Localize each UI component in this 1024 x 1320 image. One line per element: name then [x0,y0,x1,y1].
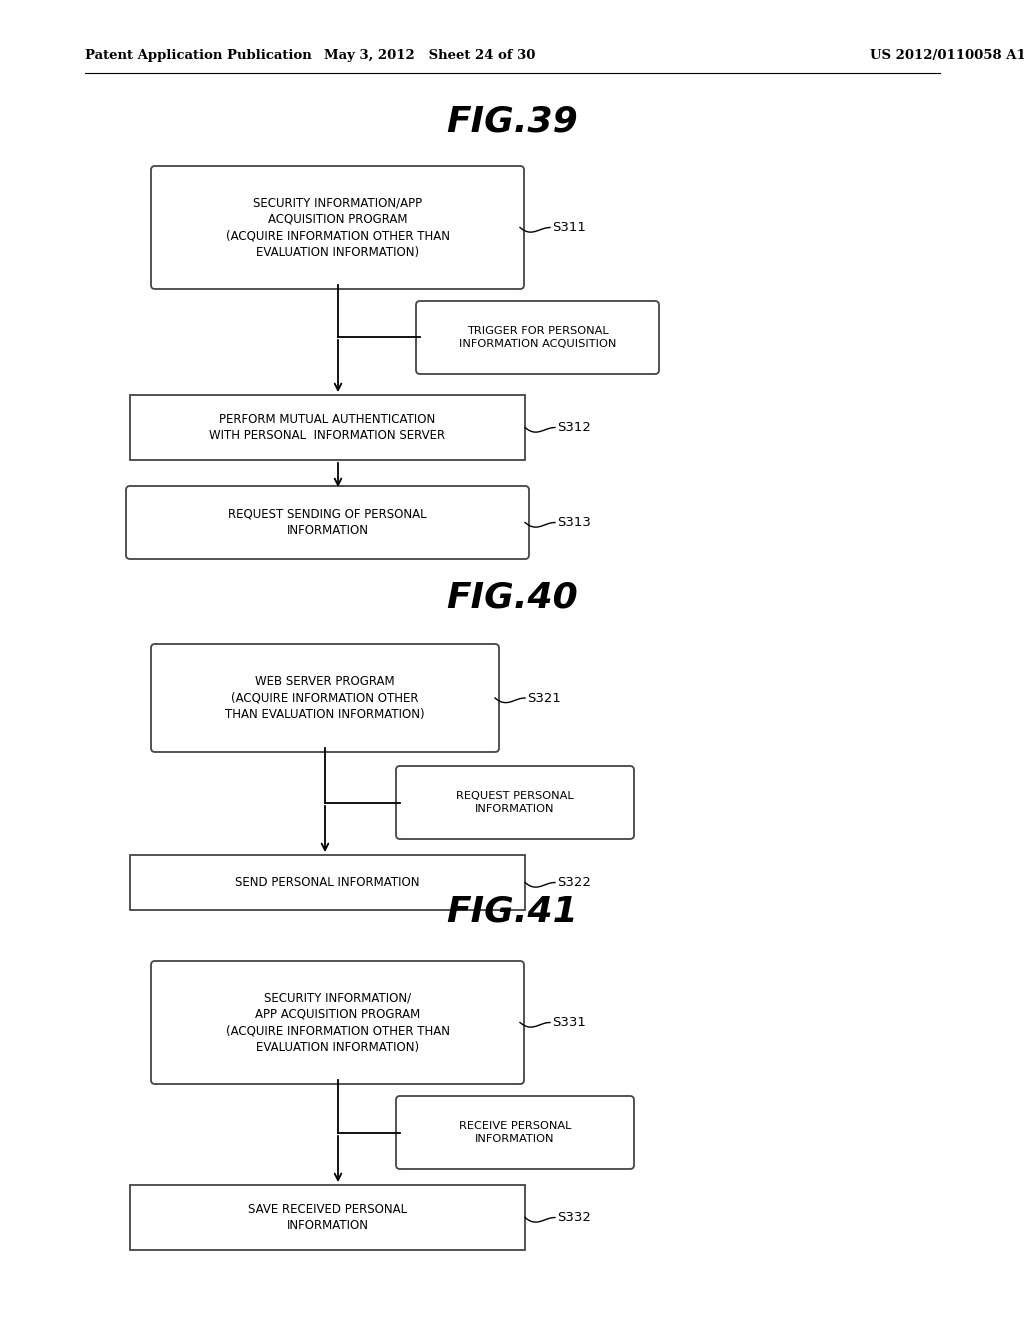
Text: FIG.39: FIG.39 [446,106,578,139]
Text: S322: S322 [557,876,591,888]
Text: Patent Application Publication: Patent Application Publication [85,49,311,62]
Text: S313: S313 [557,516,591,529]
FancyBboxPatch shape [151,644,499,752]
Text: S331: S331 [552,1016,586,1030]
Text: SECURITY INFORMATION/APP
ACQUISITION PROGRAM
(ACQUIRE INFORMATION OTHER THAN
EVA: SECURITY INFORMATION/APP ACQUISITION PRO… [225,197,450,259]
FancyBboxPatch shape [130,855,525,909]
FancyBboxPatch shape [126,486,529,558]
Text: US 2012/0110058 A1: US 2012/0110058 A1 [870,49,1024,62]
Text: S321: S321 [527,692,561,705]
FancyBboxPatch shape [151,961,524,1084]
FancyBboxPatch shape [396,766,634,840]
Text: FIG.41: FIG.41 [446,895,578,929]
Text: FIG.40: FIG.40 [446,579,578,614]
FancyBboxPatch shape [151,166,524,289]
Text: REQUEST SENDING OF PERSONAL
INFORMATION: REQUEST SENDING OF PERSONAL INFORMATION [228,508,427,537]
Text: WEB SERVER PROGRAM
(ACQUIRE INFORMATION OTHER
THAN EVALUATION INFORMATION): WEB SERVER PROGRAM (ACQUIRE INFORMATION … [225,675,425,721]
Text: PERFORM MUTUAL AUTHENTICATION
WITH PERSONAL  INFORMATION SERVER: PERFORM MUTUAL AUTHENTICATION WITH PERSO… [210,413,445,442]
FancyBboxPatch shape [130,395,525,459]
FancyBboxPatch shape [416,301,659,374]
FancyBboxPatch shape [396,1096,634,1170]
Text: REQUEST PERSONAL
INFORMATION: REQUEST PERSONAL INFORMATION [456,791,573,814]
Text: SAVE RECEIVED PERSONAL
INFORMATION: SAVE RECEIVED PERSONAL INFORMATION [248,1203,408,1233]
Text: TRIGGER FOR PERSONAL
INFORMATION ACQUISITION: TRIGGER FOR PERSONAL INFORMATION ACQUISI… [459,326,616,348]
Text: May 3, 2012   Sheet 24 of 30: May 3, 2012 Sheet 24 of 30 [325,49,536,62]
Text: S332: S332 [557,1210,591,1224]
Text: S311: S311 [552,220,586,234]
Text: RECEIVE PERSONAL
INFORMATION: RECEIVE PERSONAL INFORMATION [459,1121,571,1144]
Text: S312: S312 [557,421,591,434]
Text: SEND PERSONAL INFORMATION: SEND PERSONAL INFORMATION [236,876,420,888]
Text: SECURITY INFORMATION/
APP ACQUISITION PROGRAM
(ACQUIRE INFORMATION OTHER THAN
EV: SECURITY INFORMATION/ APP ACQUISITION PR… [225,991,450,1053]
FancyBboxPatch shape [130,1185,525,1250]
